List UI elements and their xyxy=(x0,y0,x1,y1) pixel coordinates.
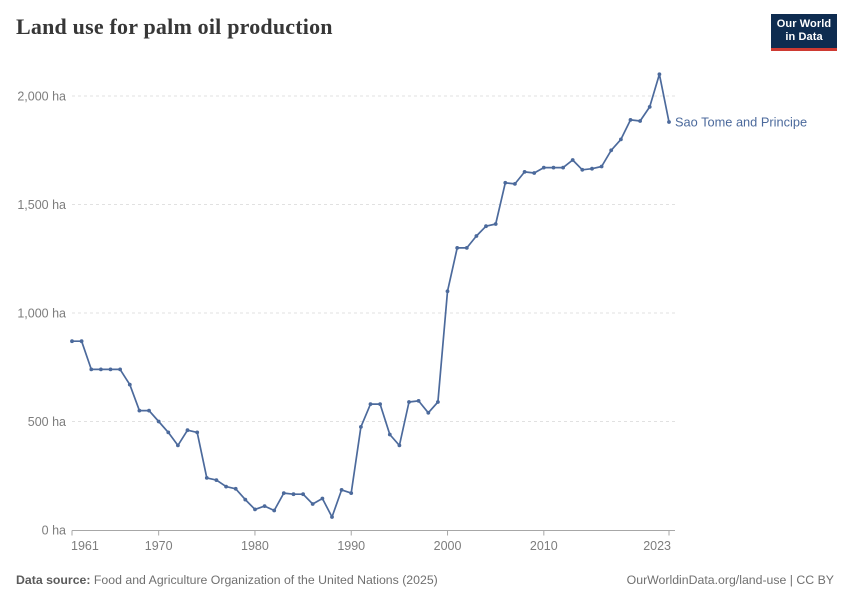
data-point-1977 xyxy=(224,484,229,489)
x-axis-label-2000: 2000 xyxy=(434,539,462,553)
data-point-2011 xyxy=(551,165,556,170)
data-point-2001 xyxy=(455,246,460,250)
data-point-1967 xyxy=(127,382,132,387)
data-point-2013 xyxy=(570,158,575,162)
y-axis-label-0: 0 ha xyxy=(42,524,66,538)
data-point-1995 xyxy=(397,443,402,448)
owid-logo-line1: Our World xyxy=(776,18,832,30)
y-axis-label-2000: 2,000 ha xyxy=(17,90,66,104)
data-point-2019 xyxy=(628,118,633,122)
y-axis-label-1000: 1,000 ha xyxy=(17,307,66,321)
data-point-2014 xyxy=(580,167,585,172)
data-point-1980 xyxy=(253,507,257,512)
data-point-2007 xyxy=(513,182,517,186)
data-point-2003 xyxy=(474,234,479,238)
data-point-1981 xyxy=(262,504,267,508)
data-point-1973 xyxy=(185,428,190,433)
data-point-2018 xyxy=(619,137,623,142)
data-point-1970 xyxy=(156,419,161,424)
series-line xyxy=(71,73,670,518)
data-point-1985 xyxy=(301,492,305,497)
data-point-1987 xyxy=(320,496,325,501)
data-point-1982 xyxy=(272,508,277,513)
data-point-2022 xyxy=(657,72,662,77)
data-point-2016 xyxy=(599,164,604,169)
data-point-1994 xyxy=(387,432,392,437)
data-point-1968 xyxy=(137,408,142,413)
data-point-1971 xyxy=(166,430,171,435)
owid-logo: Our World in Data xyxy=(771,14,837,51)
x-axis-label-1990: 1990 xyxy=(337,539,365,553)
x-axis-label-1980: 1980 xyxy=(241,539,269,553)
data-point-1986 xyxy=(310,502,315,506)
data-point-2009 xyxy=(532,171,537,175)
y-axis-label-1500: 1,500 ha xyxy=(17,198,66,212)
data-point-1984 xyxy=(291,492,296,497)
data-point-1998 xyxy=(426,410,431,415)
data-point-2006 xyxy=(503,180,508,185)
data-point-2002 xyxy=(464,246,469,250)
y-axis-label-500: 500 ha xyxy=(28,415,66,429)
data-point-1989 xyxy=(339,488,344,492)
data-point-2010 xyxy=(541,165,546,170)
data-point-1964 xyxy=(99,367,103,372)
data-point-2017 xyxy=(609,148,614,153)
data-point-2005 xyxy=(493,222,498,226)
data-point-2020 xyxy=(638,119,642,123)
data-source-text: Food and Agriculture Organization of the… xyxy=(90,573,438,587)
data-point-1978 xyxy=(233,486,238,491)
page-title: Land use for palm oil production xyxy=(16,14,333,39)
data-point-1997 xyxy=(416,399,421,403)
x-axis-label-2023: 2023 xyxy=(643,539,671,553)
data-source-label: Data source: xyxy=(16,573,91,587)
data-point-1974 xyxy=(195,430,200,435)
chart-footer: Data source: Food and Agriculture Organi… xyxy=(16,573,834,587)
data-point-2008 xyxy=(522,170,527,174)
data-point-1963 xyxy=(89,367,94,372)
data-point-1983 xyxy=(281,491,286,495)
data-point-1972 xyxy=(176,443,180,448)
data-point-1993 xyxy=(378,402,382,406)
data-point-1965 xyxy=(108,367,113,372)
data-point-1961 xyxy=(70,339,74,344)
data-point-1991 xyxy=(359,425,363,429)
data-source: Data source: Food and Agriculture Organi… xyxy=(16,573,438,587)
data-point-2004 xyxy=(484,224,488,229)
data-point-1999 xyxy=(436,400,440,404)
data-point-1975 xyxy=(204,476,209,480)
x-axis-label-2010: 2010 xyxy=(530,539,558,553)
data-point-1992 xyxy=(368,402,373,406)
data-point-2021 xyxy=(647,105,652,109)
credit-link[interactable]: OurWorldinData.org/land-use | CC BY xyxy=(626,573,834,587)
x-axis-label-1961: 1961 xyxy=(71,539,99,553)
x-axis-label-1970: 1970 xyxy=(145,539,173,553)
data-point-2000 xyxy=(445,289,450,294)
data-point-1988 xyxy=(330,515,334,519)
data-point-1976 xyxy=(214,478,219,482)
owid-logo-line2: in Data xyxy=(785,31,823,43)
data-point-1990 xyxy=(349,491,354,495)
data-point-1969 xyxy=(147,408,151,413)
data-point-2012 xyxy=(561,165,565,170)
data-point-2023 xyxy=(667,120,671,124)
series-label: Sao Tome and Principe xyxy=(675,115,807,130)
data-point-1966 xyxy=(118,367,122,372)
data-point-1962 xyxy=(79,339,84,344)
data-point-1979 xyxy=(243,497,248,502)
data-point-2015 xyxy=(590,166,594,171)
data-point-1996 xyxy=(407,400,411,404)
